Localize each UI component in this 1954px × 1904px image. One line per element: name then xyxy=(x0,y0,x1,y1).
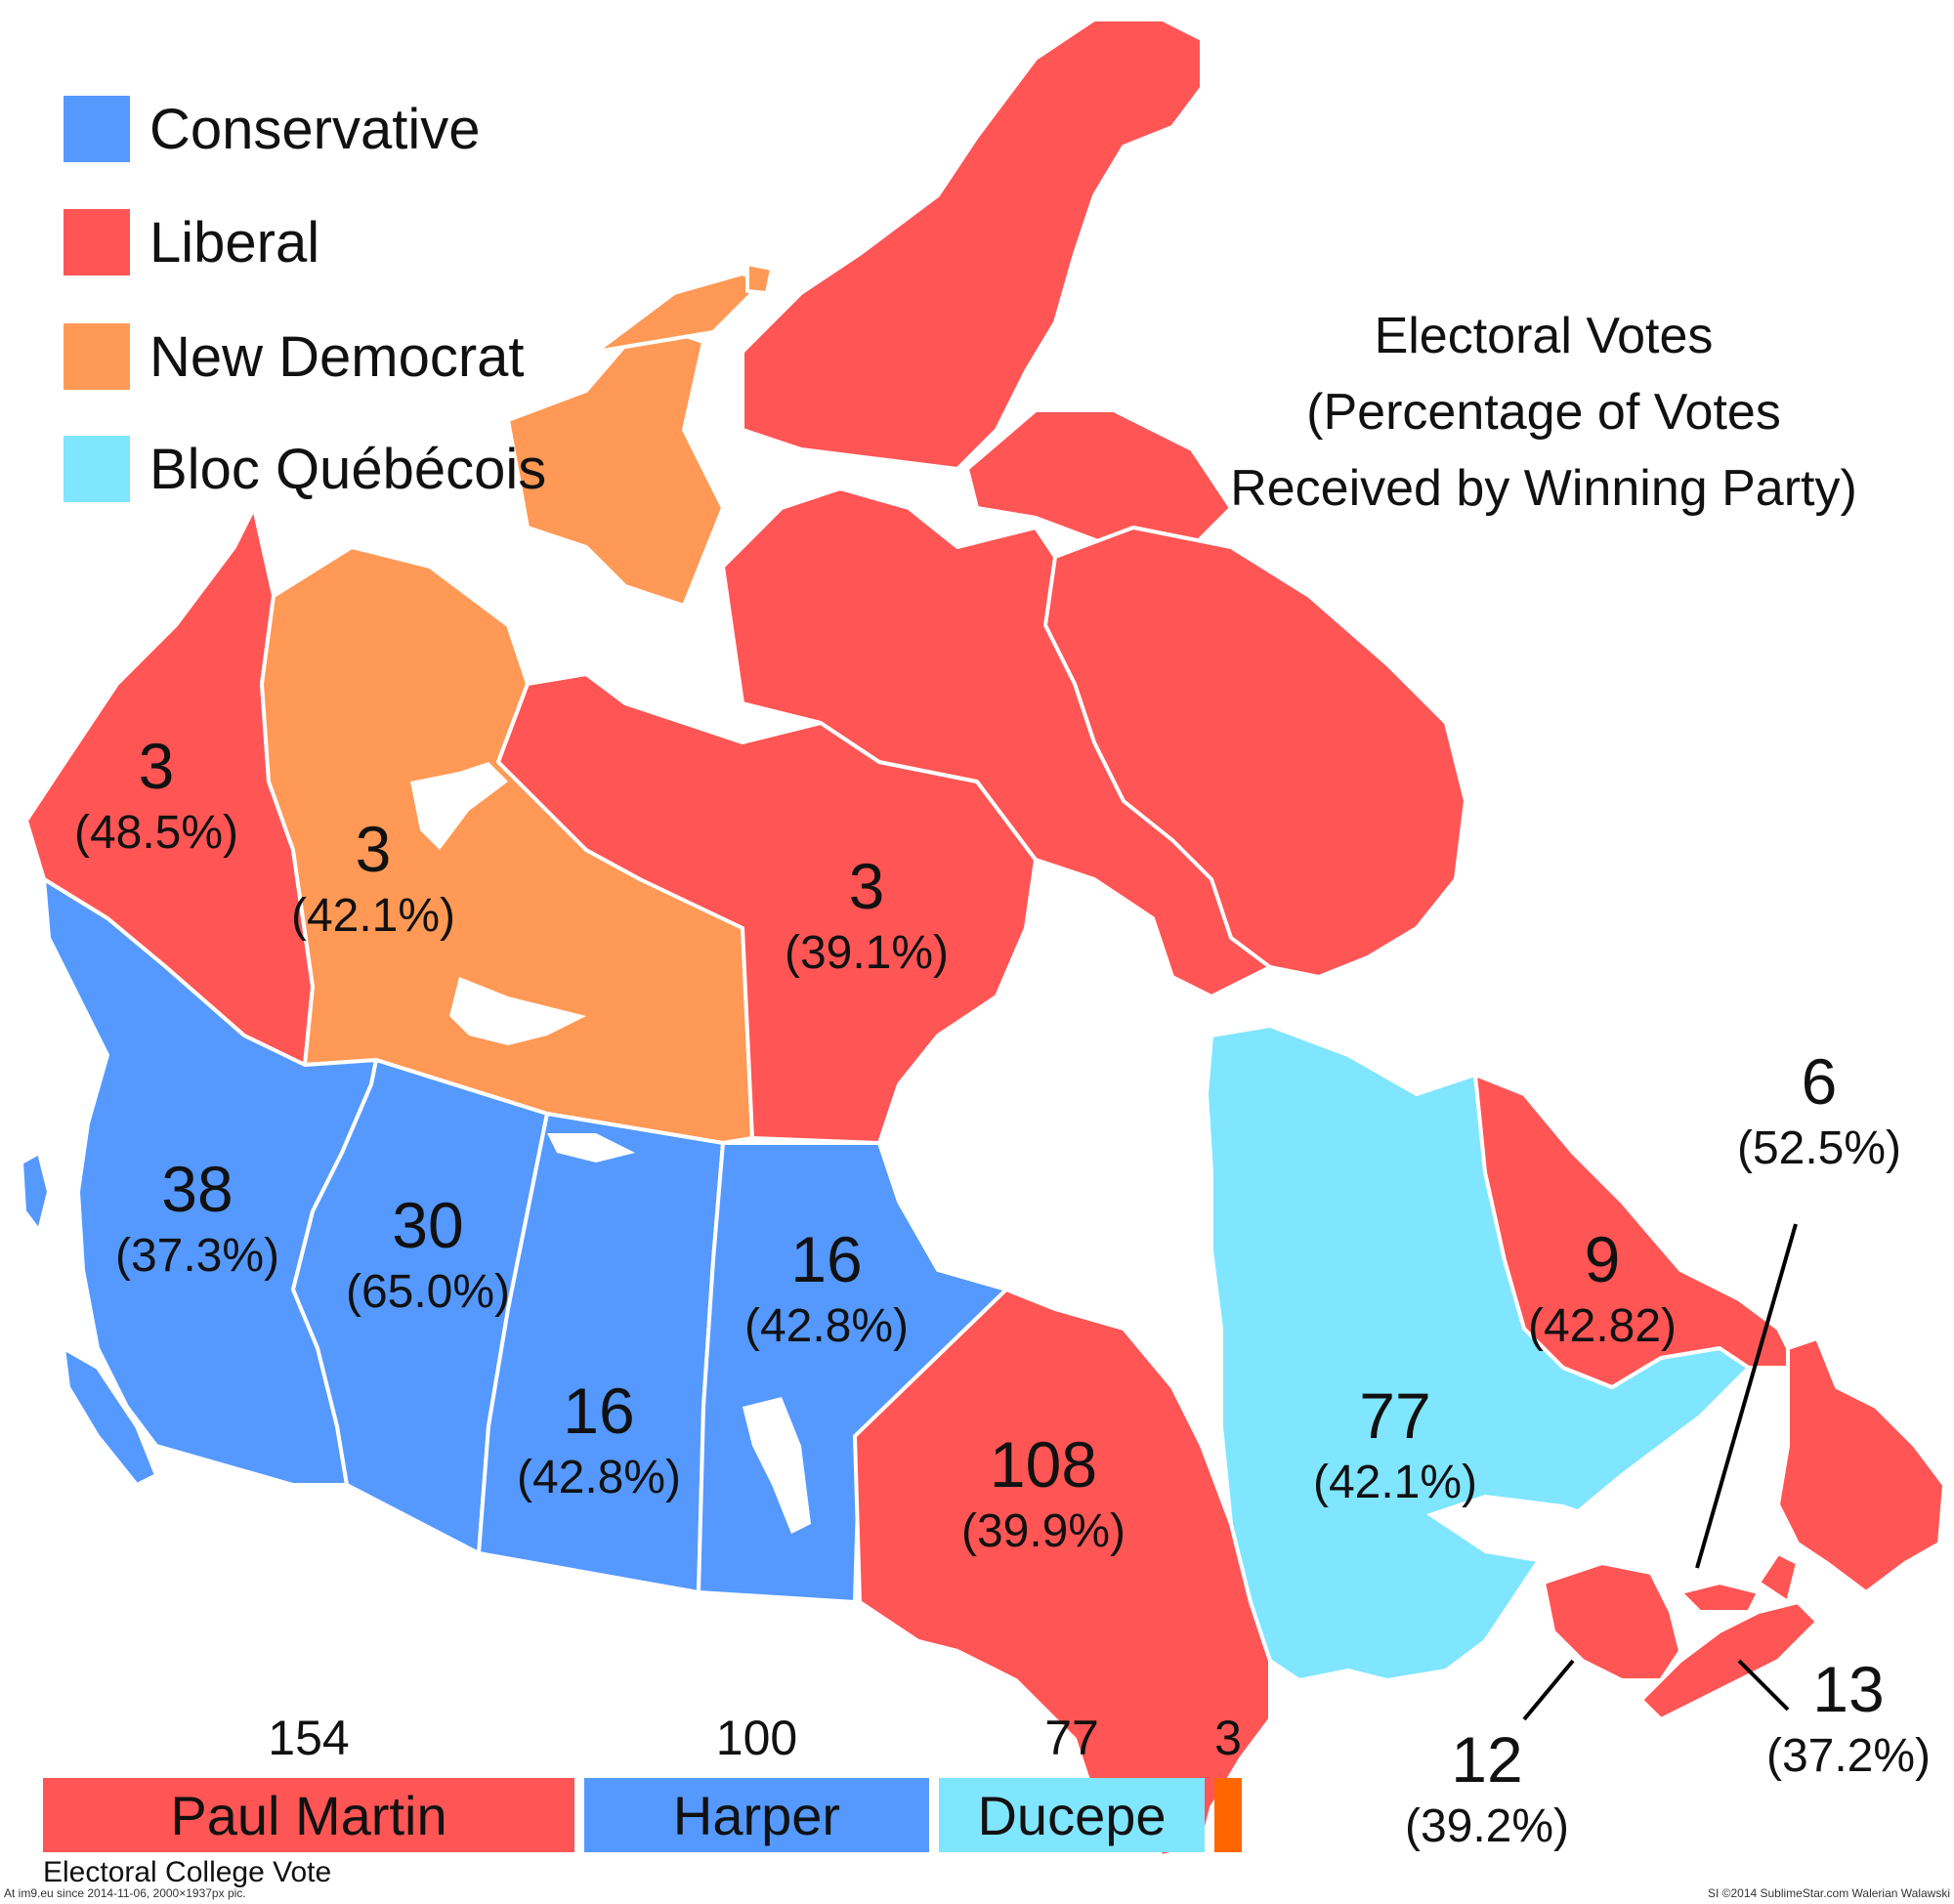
legend-label: Liberal xyxy=(149,210,320,275)
vote-percentage: (39.2%) xyxy=(1404,1800,1570,1852)
vote-percentage: (42.8%) xyxy=(516,1452,682,1503)
seat-count: 3 xyxy=(848,850,885,922)
region-bc-haida xyxy=(20,1151,51,1233)
seat-count: 16 xyxy=(563,1375,635,1447)
region-nova-scotia xyxy=(1639,1600,1819,1721)
seat-count: 6 xyxy=(1801,1045,1838,1118)
label-yukon: 3 (48.5%) xyxy=(74,728,238,863)
candidate-name: Paul Martin xyxy=(170,1784,447,1846)
vote-percentage: (65.0%) xyxy=(345,1266,511,1318)
label-ontario: 108 (39.9%) xyxy=(961,1426,1126,1561)
vote-percentage: (42.8%) xyxy=(743,1300,910,1352)
bar-segment-liberal: Paul Martin xyxy=(43,1778,574,1852)
label-nova-scotia: 13 (37.2%) xyxy=(1766,1651,1931,1786)
legend-item-new-democrat: New Democrat xyxy=(64,322,525,391)
label-saskatchewan: 16 (42.8%) xyxy=(517,1373,681,1507)
lakes xyxy=(410,762,1622,1563)
title-line: (Percentage of Votes xyxy=(1306,384,1781,441)
leader-line-ns xyxy=(1737,1659,1790,1712)
seat-count: 108 xyxy=(989,1428,1098,1501)
hudson-bay xyxy=(879,957,1221,1368)
candidate-name: Harper xyxy=(672,1784,841,1846)
seat-count: 38 xyxy=(161,1153,234,1225)
legend-swatch xyxy=(64,96,130,162)
leader-line-pei xyxy=(1695,1223,1798,1569)
vote-percentage: (37.3%) xyxy=(114,1230,280,1282)
region-ontario xyxy=(853,1288,1272,1858)
lake xyxy=(410,762,508,850)
label-manitoba: 16 (42.8%) xyxy=(744,1221,909,1356)
leader-line-nb xyxy=(1522,1659,1575,1721)
label-new-brunswick: 12 (39.2%) xyxy=(1405,1721,1569,1856)
vote-percentage: (37.2%) xyxy=(1765,1730,1932,1782)
legend-item-liberal: Liberal xyxy=(64,208,319,276)
bar-total: 100 xyxy=(715,1711,798,1765)
seat-count: 16 xyxy=(790,1223,863,1295)
vote-percentage: (42.1%) xyxy=(1312,1457,1478,1508)
region-cape-breton xyxy=(1757,1551,1800,1604)
bar-segment-bloc-quebecois: Ducepe xyxy=(939,1778,1205,1852)
vote-percentage: (52.5%) xyxy=(1736,1122,1902,1174)
seat-count: 3 xyxy=(355,813,392,885)
legend-label: Conservative xyxy=(149,97,481,161)
legend-label: New Democrat xyxy=(149,324,525,389)
legend-item-bloc-quebecois: Bloc Québécois xyxy=(64,435,546,503)
label-newfoundland-labrador: 9 (42.82) xyxy=(1528,1221,1677,1356)
label-northwest-territories: 3 (42.1%) xyxy=(291,811,455,946)
candidate-name: Ducepe xyxy=(977,1784,1167,1846)
leader-lines xyxy=(1522,1223,1798,1721)
image-credit-right: SI ©2014 SublimeStar.com Walerian Walaws… xyxy=(1707,1886,1950,1900)
title-line: Electoral Votes xyxy=(1374,308,1714,364)
vote-percentage: (39.1%) xyxy=(784,927,950,979)
lake xyxy=(547,1133,635,1163)
lake xyxy=(743,1397,811,1534)
region-pei xyxy=(1678,1581,1761,1614)
vote-percentage: (42.82) xyxy=(1527,1300,1678,1352)
image-credit-left: At im9.eu since 2014-11-06, 2000×1937px … xyxy=(4,1886,246,1900)
seat-count: 13 xyxy=(1812,1653,1885,1725)
legend-swatch xyxy=(64,323,130,390)
title-line: Received by Winning Party) xyxy=(1230,460,1857,517)
electoral-college-caption: Electoral College Vote xyxy=(43,1856,332,1888)
region-new-brunswick xyxy=(1542,1561,1682,1682)
legend-label: Bloc Québécois xyxy=(149,437,547,501)
label-prince-edward-island: 6 (52.5%) xyxy=(1737,1043,1901,1178)
seat-count: 12 xyxy=(1451,1723,1523,1796)
lake xyxy=(449,977,586,1045)
seat-count: 9 xyxy=(1584,1223,1621,1295)
region-nwt-islands-3 xyxy=(745,262,774,295)
bar-segment-other xyxy=(1214,1778,1242,1852)
region-nunavut xyxy=(496,672,1038,1145)
bar-total: 154 xyxy=(268,1711,350,1765)
vote-percentage: (48.5%) xyxy=(73,807,239,859)
legend-swatch xyxy=(64,209,130,275)
label-quebec: 77 (42.1%) xyxy=(1313,1377,1477,1512)
lake xyxy=(1426,1495,1622,1563)
region-newfoundland xyxy=(1776,1336,1946,1594)
vote-percentage: (42.1%) xyxy=(290,890,456,942)
label-nunavut: 3 (39.1%) xyxy=(785,848,949,983)
legend-swatch xyxy=(64,436,130,502)
map-title: Electoral Votes (Percentage of Votes Rec… xyxy=(1133,298,1954,527)
bar-total: 77 xyxy=(1044,1711,1099,1765)
seat-count: 77 xyxy=(1359,1379,1431,1452)
label-alberta: 30 (65.0%) xyxy=(346,1187,510,1322)
vote-percentage: (39.9%) xyxy=(960,1505,1126,1557)
region-nunavut-devon xyxy=(965,408,1233,549)
region-nunavut-baffin xyxy=(1043,526,1467,979)
region-bc-island xyxy=(62,1346,158,1487)
region-nunavut-north xyxy=(741,18,1204,471)
bar-total: 3 xyxy=(1214,1711,1242,1765)
region-labrador xyxy=(1473,1073,1800,1389)
legend-item-conservative: Conservative xyxy=(64,95,480,163)
label-british-columbia: 38 (37.3%) xyxy=(115,1151,279,1286)
seat-count: 3 xyxy=(138,730,175,802)
seat-count: 30 xyxy=(392,1189,464,1261)
bar-segment-conservative: Harper xyxy=(584,1778,929,1852)
